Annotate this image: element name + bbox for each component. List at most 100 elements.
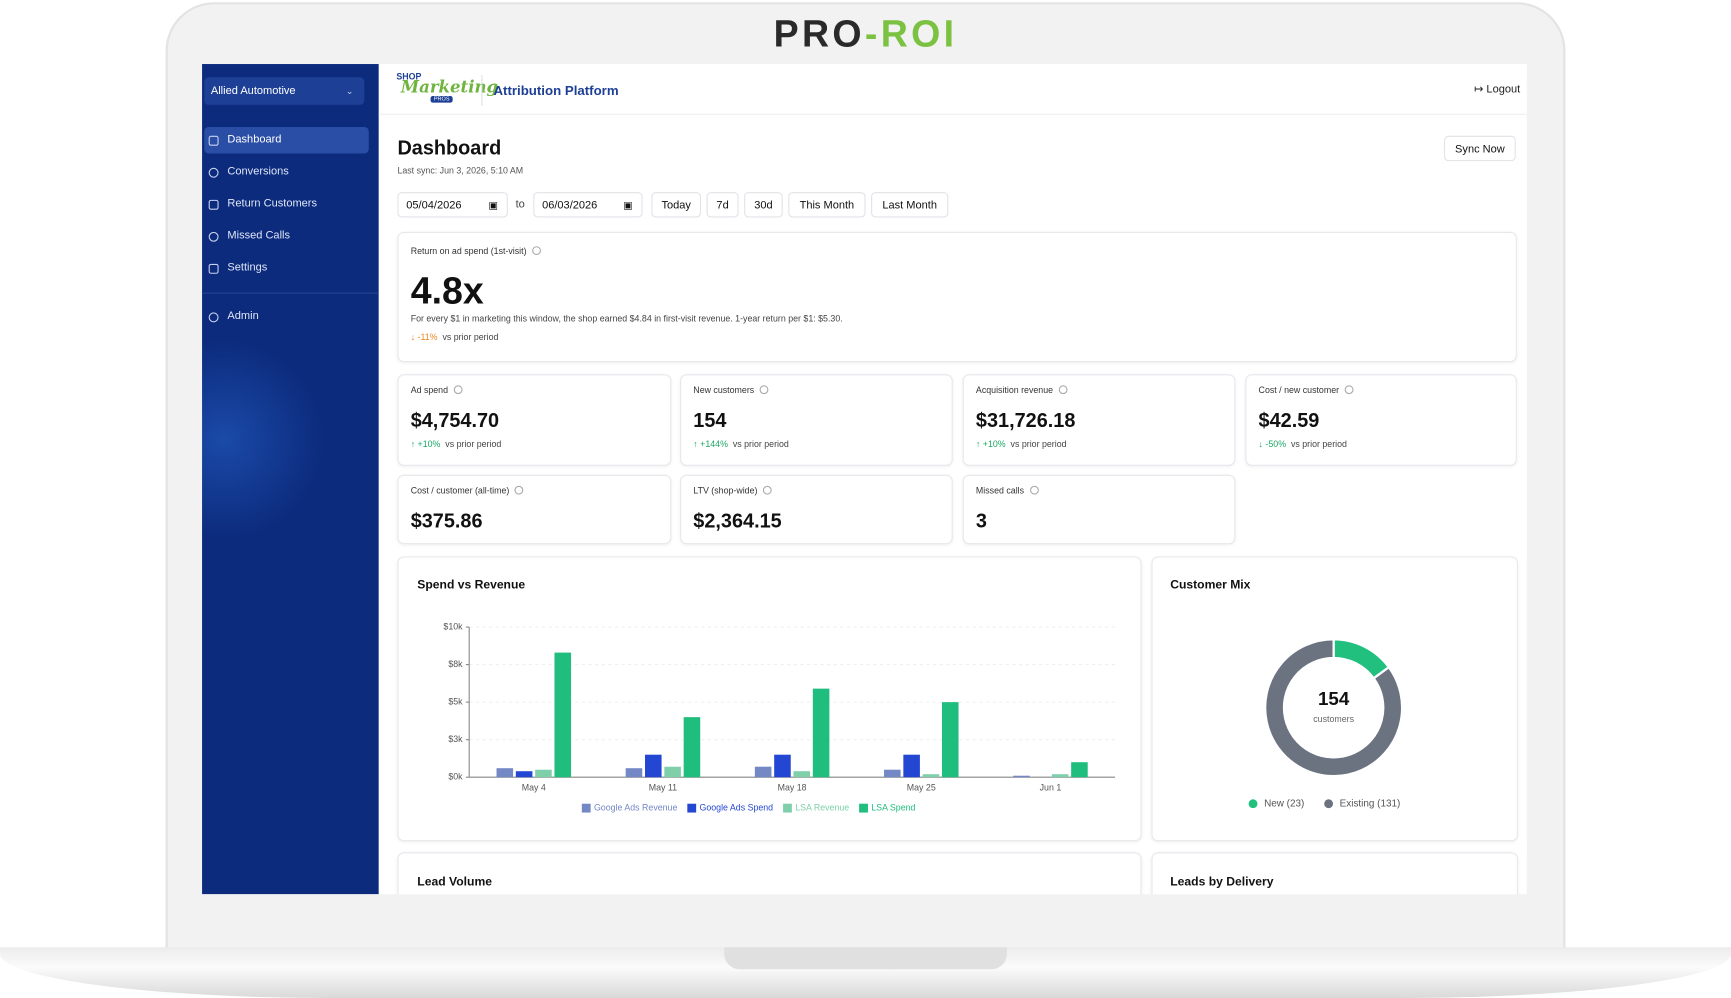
- legend-label: Existing (131): [1340, 798, 1401, 809]
- preset-button[interactable]: This Month: [788, 192, 866, 218]
- leads-delivery-card: Leads by Delivery: [1151, 852, 1518, 895]
- legend-label: New (23): [1264, 798, 1304, 809]
- roi-card: Return on ad spend (1st-visit) 4.8x For …: [397, 231, 1517, 363]
- kpi-card: Acquisition revenue $31,726.18 ↑ +10% vs p…: [962, 374, 1236, 466]
- y-tick-label: $0k: [448, 772, 463, 782]
- nav-icon: [208, 263, 219, 274]
- donut-center-label: customers: [1313, 714, 1354, 724]
- brand-logo: PRO-ROI: [0, 13, 1731, 56]
- logo-part: PRO: [773, 13, 865, 56]
- kpi-value: $42.59: [1258, 409, 1320, 432]
- nav-item[interactable]: Settings: [204, 255, 368, 281]
- bar: [754, 766, 772, 778]
- info-icon: [514, 485, 524, 495]
- bar: [1071, 762, 1088, 778]
- kpi-value: $2,364.15: [693, 510, 782, 533]
- kpi-change: ↓ -50% vs prior period: [1259, 439, 1347, 449]
- app-title: Attribution Platform: [493, 82, 619, 99]
- legend-swatch: [859, 803, 868, 813]
- kpi-label-text: New customers: [693, 385, 755, 396]
- info-icon: [1344, 385, 1354, 395]
- roi-change-value: ↓ -11%: [410, 332, 438, 343]
- bar: [812, 688, 830, 778]
- nav-icon: [208, 135, 219, 146]
- legend-dot: [1248, 799, 1258, 809]
- date-input[interactable]: 05/04/2026 ▣: [397, 192, 508, 218]
- nav-label: Dashboard: [227, 133, 282, 146]
- donut-segment: [1264, 638, 1404, 778]
- info-icon: [1058, 385, 1068, 395]
- preset-button[interactable]: Last Month: [871, 192, 949, 218]
- chart-title: Customer Mix: [1170, 577, 1250, 591]
- nav-label: Missed Calls: [227, 229, 291, 242]
- kpi-label: Ad spend: [411, 385, 463, 395]
- y-tick-label: $10k: [443, 621, 463, 631]
- y-tick-label: $8k: [448, 659, 463, 669]
- nav-item[interactable]: Return Customers: [204, 191, 368, 217]
- kpi-label: LTV (shop-wide): [693, 485, 772, 496]
- date-separator: to: [515, 198, 525, 211]
- nav-icon: [208, 231, 219, 242]
- x-tick-label: May 4: [522, 783, 546, 793]
- nav-item[interactable]: Missed Calls: [204, 223, 368, 249]
- roi-change-suffix: vs prior period: [442, 332, 499, 343]
- bar: [645, 754, 662, 778]
- shop-logo-top: SHOP: [396, 71, 422, 82]
- nav-item[interactable]: Conversions: [204, 159, 368, 185]
- roi-description: For every $1 in marketing this window, t…: [410, 313, 843, 324]
- legend-label: Google Ads Revenue: [594, 802, 678, 812]
- donut-center-value: 154: [1318, 688, 1350, 709]
- shop-logo-script: Marketing: [400, 77, 499, 98]
- nav-item[interactable]: Dashboard: [204, 126, 369, 154]
- nav-item[interactable]: Admin: [204, 304, 368, 330]
- logout-button[interactable]: ↦ Logout: [1474, 83, 1521, 97]
- kpi-value: 154: [693, 409, 727, 432]
- kpi-value: 3: [975, 510, 987, 533]
- date-input[interactable]: 06/03/2026 ▣: [533, 192, 643, 218]
- kpi-value: $31,726.18: [975, 409, 1076, 432]
- kpi-label: Acquisition revenue: [976, 385, 1068, 395]
- kpi-change-suffix: vs prior period: [732, 439, 789, 450]
- kpi-label-text: LTV (shop-wide): [693, 485, 758, 496]
- bar: [1013, 775, 1030, 778]
- nav-icon: [208, 167, 219, 178]
- logout-label: Logout: [1486, 83, 1521, 97]
- bar: [625, 768, 643, 778]
- header-border: [378, 113, 1527, 115]
- kpi-label: Cost / new customer: [1259, 385, 1354, 395]
- kpi-card: Cost / customer (all-time) $375.86: [397, 474, 672, 545]
- legend-swatch: [687, 803, 697, 813]
- kpi-label-text: Cost / customer (all-time): [410, 485, 510, 496]
- kpi-label-text: Cost / new customer: [1258, 385, 1340, 396]
- kpi-change-value: ↑ +10%: [975, 439, 1006, 450]
- card-title: Lead Volume: [417, 875, 493, 889]
- bar: [884, 769, 901, 778]
- divider: [202, 292, 379, 294]
- account-select[interactable]: Allied Automotive ⌄: [204, 77, 365, 105]
- kpi-change-value: ↓ -50%: [1258, 439, 1287, 450]
- preset-button[interactable]: 7d: [706, 192, 739, 218]
- preset-button[interactable]: Today: [651, 192, 702, 218]
- kpi-card: Cost / new customer $42.59 ↓ -50% vs prior…: [1245, 374, 1517, 466]
- nav-label: Settings: [227, 261, 268, 274]
- date-from: 05/04/2026: [406, 199, 462, 212]
- bar: [683, 717, 701, 778]
- main: SHOP Marketing PROS Attribution Platform…: [378, 64, 1527, 895]
- roi-label-text: Return on ad spend (1st-visit): [410, 246, 527, 257]
- kpi-change-suffix: vs prior period: [445, 439, 502, 450]
- y-tick-label: $5k: [448, 696, 463, 706]
- kpi-label: New customers: [693, 385, 769, 396]
- nav-label: Admin: [227, 310, 259, 323]
- customer-mix-card: [1151, 556, 1518, 842]
- preset-button[interactable]: 30d: [744, 192, 783, 218]
- kpi-label-text: Missed calls: [975, 485, 1025, 496]
- kpi-change: ↑ +10% vs prior period: [411, 439, 502, 449]
- kpi-card: New customers 154 ↑ +144% vs prior period: [680, 374, 953, 466]
- kpi-label-text: Ad spend: [410, 385, 449, 396]
- logo-part: -ROI: [864, 13, 958, 56]
- sync-button[interactable]: Sync Now: [1444, 135, 1516, 162]
- x-tick-label: May 18: [778, 783, 807, 793]
- nav-label: Return Customers: [227, 197, 318, 210]
